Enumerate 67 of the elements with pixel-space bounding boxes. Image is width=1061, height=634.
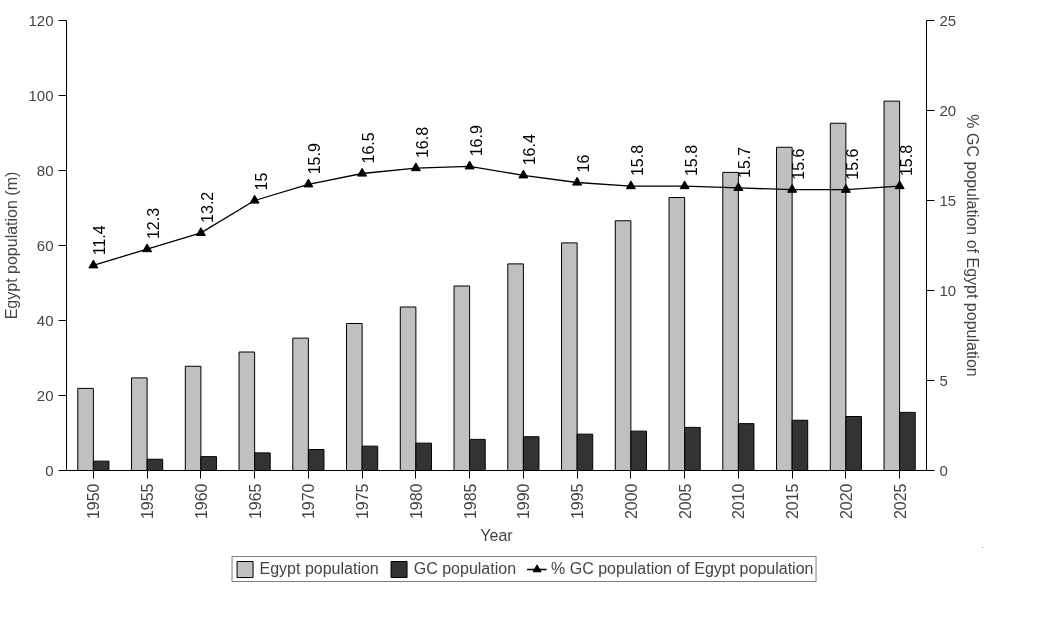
x-tick-label: 1985 (461, 483, 479, 520)
data-label: 15.8 (897, 144, 915, 177)
y2-tick-label: 20 (939, 101, 957, 119)
y2-tick-label: 25 (939, 11, 957, 29)
point (464, 160, 475, 170)
y-tick-label: 100 (28, 86, 54, 104)
data-label: 15.9 (306, 143, 324, 175)
data-label: 16.4 (521, 134, 539, 166)
point (679, 180, 690, 190)
legend-label: % GC population of Egypt population (551, 560, 814, 578)
y2-tick-label: 0 (939, 461, 948, 479)
x-tick-label: 1995 (569, 483, 587, 520)
x-tick-label: 2000 (622, 483, 640, 520)
x-tick-label: 1960 (192, 483, 210, 520)
data-label: 15 (252, 172, 270, 191)
legend-label: Egypt population (259, 560, 379, 578)
data-label: 15.8 (628, 144, 646, 177)
x-axis-title: Year (480, 527, 514, 545)
y-tick-label: 0 (45, 461, 54, 479)
y2-tick-label: 15 (939, 191, 957, 209)
x-tick-label: 1965 (246, 483, 264, 520)
data-label: 15.8 (682, 144, 700, 177)
data-label: 16.5 (360, 132, 378, 164)
y2-axis-title: % GC population of Egypt population (964, 114, 982, 377)
point (840, 184, 851, 193)
data-label: 16.9 (467, 125, 485, 157)
y-tick-label: 120 (28, 11, 54, 29)
x-tick-label: 2015 (784, 483, 802, 520)
y-axis-title: Egypt population (m) (3, 171, 21, 320)
point (518, 169, 529, 179)
y-tick-label: 40 (36, 311, 54, 329)
x-tick-label: 1975 (354, 483, 372, 520)
y2-tick-label: 5 (939, 371, 948, 389)
data-label: 16.8 (413, 126, 431, 159)
y-tick-label: 20 (36, 386, 54, 404)
point (894, 180, 905, 190)
point (572, 176, 583, 186)
data-label: 11.4 (91, 225, 109, 256)
point (88, 259, 99, 269)
point (142, 243, 153, 253)
point (303, 178, 314, 188)
data-label: 15.6 (843, 148, 861, 180)
point (787, 184, 798, 193)
x-tick-label: 2020 (837, 483, 855, 520)
x-tick-label: 1980 (407, 483, 425, 520)
y-tick-label: 60 (36, 236, 54, 254)
y2-tick-label: 10 (939, 281, 957, 299)
x-tick-label: 2025 (891, 483, 909, 520)
x-tick-label: 2005 (676, 483, 694, 520)
data-label: 13.2 (198, 191, 216, 223)
point (357, 167, 368, 177)
x-tick-label: 1950 (85, 483, 103, 520)
x-tick-label: 1970 (300, 483, 318, 520)
data-label: 12.3 (145, 207, 163, 240)
point (195, 227, 206, 236)
x-tick-label: 2010 (730, 483, 748, 520)
point (733, 182, 744, 191)
data-label: 16 (575, 154, 593, 173)
point (625, 180, 636, 190)
x-tick-label: 1990 (515, 483, 533, 520)
data-label: 15.6 (790, 148, 808, 180)
legend-label: GC population (413, 560, 517, 578)
point (249, 194, 260, 204)
y-tick-label: 80 (36, 161, 54, 179)
x-tick-label: 1955 (139, 483, 157, 520)
data-label: 15.7 (736, 146, 754, 178)
point (410, 162, 421, 172)
